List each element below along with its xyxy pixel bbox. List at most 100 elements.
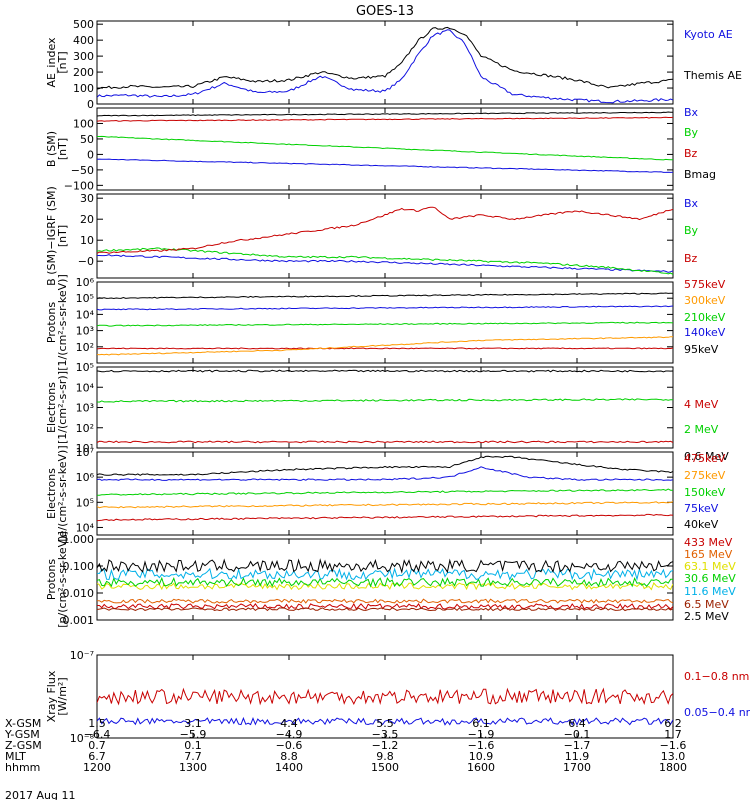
- y-tick-label: 0.100: [63, 560, 95, 573]
- axis-tick-value: 11.9: [565, 750, 590, 763]
- axis-tick-value: 13.0: [661, 750, 686, 763]
- panel-protons-low: 10² 10³ 10⁴ 10⁵ 10⁶ Protons[1/(cm²-s-sr-keV)]…: [45, 274, 726, 371]
- series-line-Bz: [97, 116, 673, 122]
- panel-protons-high: 0.001 0.010 0.100 1.000 Protons[p/(cm²-s-sr-…: [45, 531, 736, 628]
- legend-label: 475keV: [684, 452, 726, 465]
- y-tick-label: 0.010: [63, 587, 95, 600]
- y-tick-label: 10⁴: [76, 308, 95, 321]
- y-tick-label: 100: [73, 117, 94, 130]
- legend-label: 0.6 MeV: [684, 450, 729, 463]
- axis-tick-value: 6.4: [568, 717, 586, 730]
- series-line-275keV: [97, 501, 673, 509]
- y-tick-label: 50: [80, 133, 94, 146]
- legend-label: 210keV: [684, 311, 726, 324]
- axis-tick-value: 5.5: [376, 717, 394, 730]
- axis-tick-value: 1600: [467, 761, 495, 774]
- axis-tick-value: −0.1: [564, 728, 591, 741]
- axis-tick-value: −1.6: [468, 739, 495, 752]
- legend-label: 0.1−0.8 nm: [684, 670, 749, 683]
- axis-tick-value: −1.2: [372, 739, 399, 752]
- series-line-0.05-0.4-nm: [97, 716, 673, 726]
- legend-label: Themis AE: [683, 69, 742, 82]
- y-tick-label: 500: [73, 18, 94, 31]
- series-line-6.5-MeV: [97, 607, 673, 612]
- y-tick-label: 1.000: [63, 533, 95, 546]
- axis-tick-value: 8.8: [280, 750, 298, 763]
- legend-label: 30.6 MeV: [684, 572, 736, 585]
- series-line-165-MeV: [97, 598, 673, 604]
- y-tick-label: −100: [64, 179, 94, 192]
- legend-label: 75keV: [684, 502, 719, 515]
- y-tick-label: 10⁵: [76, 496, 94, 509]
- y-axis-label: B (SM): [45, 131, 58, 167]
- series-line-2.5-MeV: [97, 558, 673, 574]
- series-line-By: [97, 135, 673, 161]
- series-line-475keV: [97, 513, 673, 522]
- series-line-433-MeV: [97, 602, 673, 610]
- y-tick-label: 300: [73, 50, 94, 63]
- legend-label: 575keV: [684, 278, 726, 291]
- series-line-300keV: [97, 336, 673, 356]
- axis-tick-value: −1.9: [468, 728, 495, 741]
- series-line-30.6-MeV: [97, 576, 673, 588]
- y-axis-label: [nT]: [56, 225, 69, 247]
- legend-label: Bx: [684, 197, 699, 210]
- legend-label: Bz: [684, 147, 698, 160]
- series-line-Bx: [97, 158, 673, 173]
- y-tick-label: 200: [73, 66, 94, 79]
- plot-title: GOES-13: [356, 4, 414, 19]
- axis-tick-value: 0.7: [88, 739, 106, 752]
- y-tick-label: 10⁴: [76, 521, 95, 534]
- legend-label: Bz: [684, 252, 698, 265]
- y-axis-label: [nT]: [56, 138, 69, 160]
- series-line-Themis-AE: [97, 26, 673, 90]
- y-axis-label: [1/(cm²-s-sr)]: [56, 371, 69, 444]
- y-tick-label: 10⁵: [76, 361, 94, 374]
- axis-tick-value: −3.5: [372, 728, 399, 741]
- panel-ae-index: 0 100 200 300 400 500 AE_index[nT] Kyoto AE Them…: [45, 18, 742, 111]
- legend-label: 63.1 MeV: [684, 560, 736, 573]
- y-tick-label: 10²: [76, 341, 94, 354]
- series-line-210keV: [97, 321, 673, 327]
- y-axis-label: Protons: [45, 302, 58, 343]
- y-tick-label: 20: [80, 213, 94, 226]
- axis-tick-value: −0.6: [276, 739, 303, 752]
- axis-tick-value: 1700: [563, 761, 591, 774]
- y-tick-label: 10³: [76, 325, 94, 338]
- axis-tick-value: 1200: [83, 761, 111, 774]
- y-tick-label: 30: [80, 192, 94, 205]
- axis-tick-value: −6.4: [84, 728, 111, 741]
- legend-label: Bmag: [684, 168, 716, 181]
- panel-electrons-mev: 10¹ 10² 10³ 10⁴ 10⁵ Electrons[1/(cm²-s-sr)] 4 …: [45, 361, 729, 463]
- y-tick-label: 10⁻⁸: [70, 732, 95, 745]
- panel-b-sm: −100 −50 0 50 100 B (SM)[nT] Bx By Bz Bmag: [45, 106, 716, 192]
- legend-label: 2 MeV: [684, 423, 719, 436]
- series-line-Bx: [97, 254, 673, 273]
- y-tick-label: 0.001: [63, 614, 95, 627]
- y-tick-label: −0: [78, 255, 94, 268]
- y-tick-label: 10: [80, 234, 94, 247]
- axis-tick-value: 0.1: [184, 739, 202, 752]
- y-axis-label: [nT]: [56, 51, 69, 73]
- series-line-Bz: [97, 206, 673, 254]
- legend-label: 4 MeV: [684, 398, 719, 411]
- series-line-By: [97, 247, 673, 275]
- legend-label: By: [684, 224, 699, 237]
- axis-tick-value: 4.4: [280, 717, 298, 730]
- legend-label: 95keV: [684, 343, 719, 356]
- y-axis-label: [e/(cm²-s-sr-keV)]: [56, 445, 69, 541]
- axis-tick-value: 9.8: [376, 750, 394, 763]
- series-line-95keV: [97, 292, 673, 300]
- axis-tick-value: 6.7: [88, 750, 106, 763]
- panel-b-minus-igrf: −0 10 20 30 B (SM)−IGRF (SM)[nT] Bx By Bz: [45, 186, 699, 286]
- legend-label: 0.05−0.4 nm: [684, 706, 750, 719]
- legend-label: 140keV: [684, 326, 726, 339]
- axis-row-label: X-GSM: [5, 717, 41, 730]
- y-tick-label: 0: [87, 98, 94, 111]
- axis-row-label: Z-GSM: [5, 739, 42, 752]
- panel-xray: 10⁻⁸ 10⁻⁷ Xray Flux[W/m²] 0.1−0.8 nm 0.05−0.…: [45, 649, 750, 745]
- axis-tick-value: 1500: [371, 761, 399, 774]
- y-axis-label: Electrons: [45, 468, 58, 519]
- y-tick-label: 100: [73, 82, 94, 95]
